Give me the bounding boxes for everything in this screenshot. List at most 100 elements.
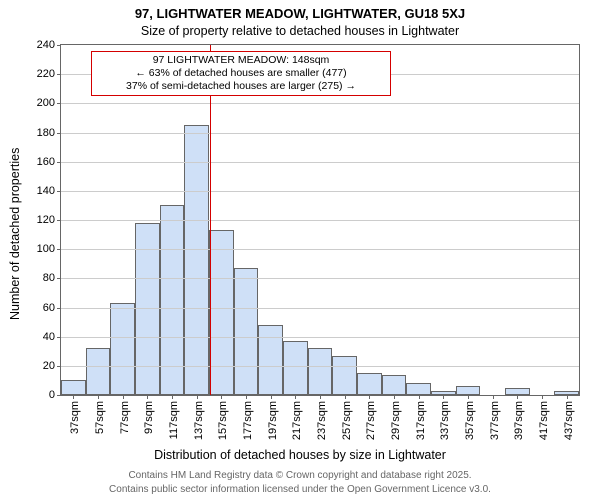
ytick-mark	[57, 220, 61, 221]
histogram-bar	[61, 380, 86, 395]
footer-line1: Contains HM Land Registry data © Crown c…	[0, 470, 600, 481]
histogram-bar	[234, 268, 259, 395]
xtick-label: 237sqm	[316, 401, 328, 440]
ytick-label: 220	[37, 68, 55, 80]
xtick-mark	[542, 395, 543, 399]
xtick-label: 117sqm	[168, 401, 180, 439]
histogram-bar	[406, 383, 431, 395]
xtick-mark	[197, 395, 198, 399]
ytick-label: 160	[37, 156, 55, 168]
ytick-label: 100	[37, 243, 55, 255]
xtick-mark	[123, 395, 124, 399]
gridline	[61, 337, 579, 338]
xtick-mark	[271, 395, 272, 399]
xtick-mark	[493, 395, 494, 399]
ytick-mark	[57, 308, 61, 309]
histogram-plot: 97 LIGHTWATER MEADOW: 148sqm ← 63% of de…	[60, 44, 580, 396]
histogram-bar	[456, 386, 481, 395]
y-axis-label: Number of detached properties	[8, 148, 22, 320]
annotation-line1: 97 LIGHTWATER MEADOW: 148sqm	[98, 54, 384, 67]
xtick-label: 337sqm	[439, 401, 451, 440]
xtick-label: 297sqm	[390, 401, 402, 440]
xtick-mark	[221, 395, 222, 399]
gridline	[61, 133, 579, 134]
xtick-label: 417sqm	[538, 401, 550, 440]
ytick-label: 80	[43, 272, 55, 284]
ytick-label: 200	[37, 97, 55, 109]
ytick-mark	[57, 103, 61, 104]
xtick-mark	[73, 395, 74, 399]
xtick-mark	[98, 395, 99, 399]
xtick-label: 137sqm	[193, 401, 205, 440]
ytick-mark	[57, 133, 61, 134]
ytick-label: 60	[43, 302, 55, 314]
xtick-mark	[369, 395, 370, 399]
xtick-label: 217sqm	[291, 401, 303, 440]
xtick-mark	[345, 395, 346, 399]
xtick-label: 257sqm	[341, 401, 353, 440]
xtick-label: 397sqm	[513, 401, 525, 440]
xtick-label: 377sqm	[489, 401, 501, 440]
ytick-mark	[57, 74, 61, 75]
xtick-label: 57sqm	[94, 401, 106, 434]
xtick-mark	[246, 395, 247, 399]
ytick-label: 180	[37, 127, 55, 139]
gridline	[61, 278, 579, 279]
xtick-label: 157sqm	[217, 401, 229, 440]
histogram-bar	[184, 125, 209, 395]
histogram-bar	[382, 375, 407, 395]
ytick-mark	[57, 162, 61, 163]
ytick-mark	[57, 191, 61, 192]
histogram-bar	[308, 348, 333, 395]
gridline	[61, 220, 579, 221]
gridline	[61, 103, 579, 104]
xtick-mark	[394, 395, 395, 399]
ytick-label: 0	[49, 389, 55, 401]
xtick-mark	[295, 395, 296, 399]
ytick-mark	[57, 45, 61, 46]
xtick-mark	[468, 395, 469, 399]
xtick-label: 37sqm	[69, 401, 81, 434]
ytick-label: 240	[37, 39, 55, 51]
ytick-mark	[57, 395, 61, 396]
xtick-mark	[147, 395, 148, 399]
gridline	[61, 191, 579, 192]
annotation-line2: ← 63% of detached houses are smaller (47…	[98, 67, 384, 80]
xtick-mark	[567, 395, 568, 399]
xtick-label: 97sqm	[143, 401, 155, 434]
ytick-label: 120	[37, 214, 55, 226]
ytick-mark	[57, 249, 61, 250]
ytick-label: 40	[43, 331, 55, 343]
ytick-label: 20	[43, 360, 55, 372]
gridline	[61, 308, 579, 309]
annotation-box: 97 LIGHTWATER MEADOW: 148sqm ← 63% of de…	[91, 51, 391, 96]
chart-title-line2: Size of property relative to detached ho…	[0, 24, 600, 38]
ytick-mark	[57, 337, 61, 338]
xtick-label: 177sqm	[242, 401, 254, 440]
histogram-bar	[357, 373, 382, 395]
chart-title-line1: 97, LIGHTWATER MEADOW, LIGHTWATER, GU18 …	[0, 6, 600, 21]
xtick-label: 77sqm	[119, 401, 131, 434]
footer-line2: Contains public sector information licen…	[0, 484, 600, 495]
histogram-bar	[209, 230, 234, 395]
gridline	[61, 162, 579, 163]
gridline	[61, 366, 579, 367]
gridline	[61, 249, 579, 250]
xtick-mark	[320, 395, 321, 399]
histogram-bar	[332, 356, 357, 395]
ytick-label: 140	[37, 185, 55, 197]
xtick-label: 317sqm	[415, 401, 427, 440]
annotation-line3: 37% of semi-detached houses are larger (…	[98, 80, 384, 93]
xtick-mark	[517, 395, 518, 399]
ytick-mark	[57, 366, 61, 367]
histogram-bar	[283, 341, 308, 395]
histogram-bar	[86, 348, 111, 395]
histogram-bar	[505, 388, 530, 395]
xtick-mark	[419, 395, 420, 399]
x-axis-label: Distribution of detached houses by size …	[0, 448, 600, 462]
ytick-mark	[57, 278, 61, 279]
histogram-bar	[110, 303, 135, 395]
xtick-mark	[443, 395, 444, 399]
histogram-bar	[258, 325, 283, 395]
reference-line	[210, 45, 211, 395]
